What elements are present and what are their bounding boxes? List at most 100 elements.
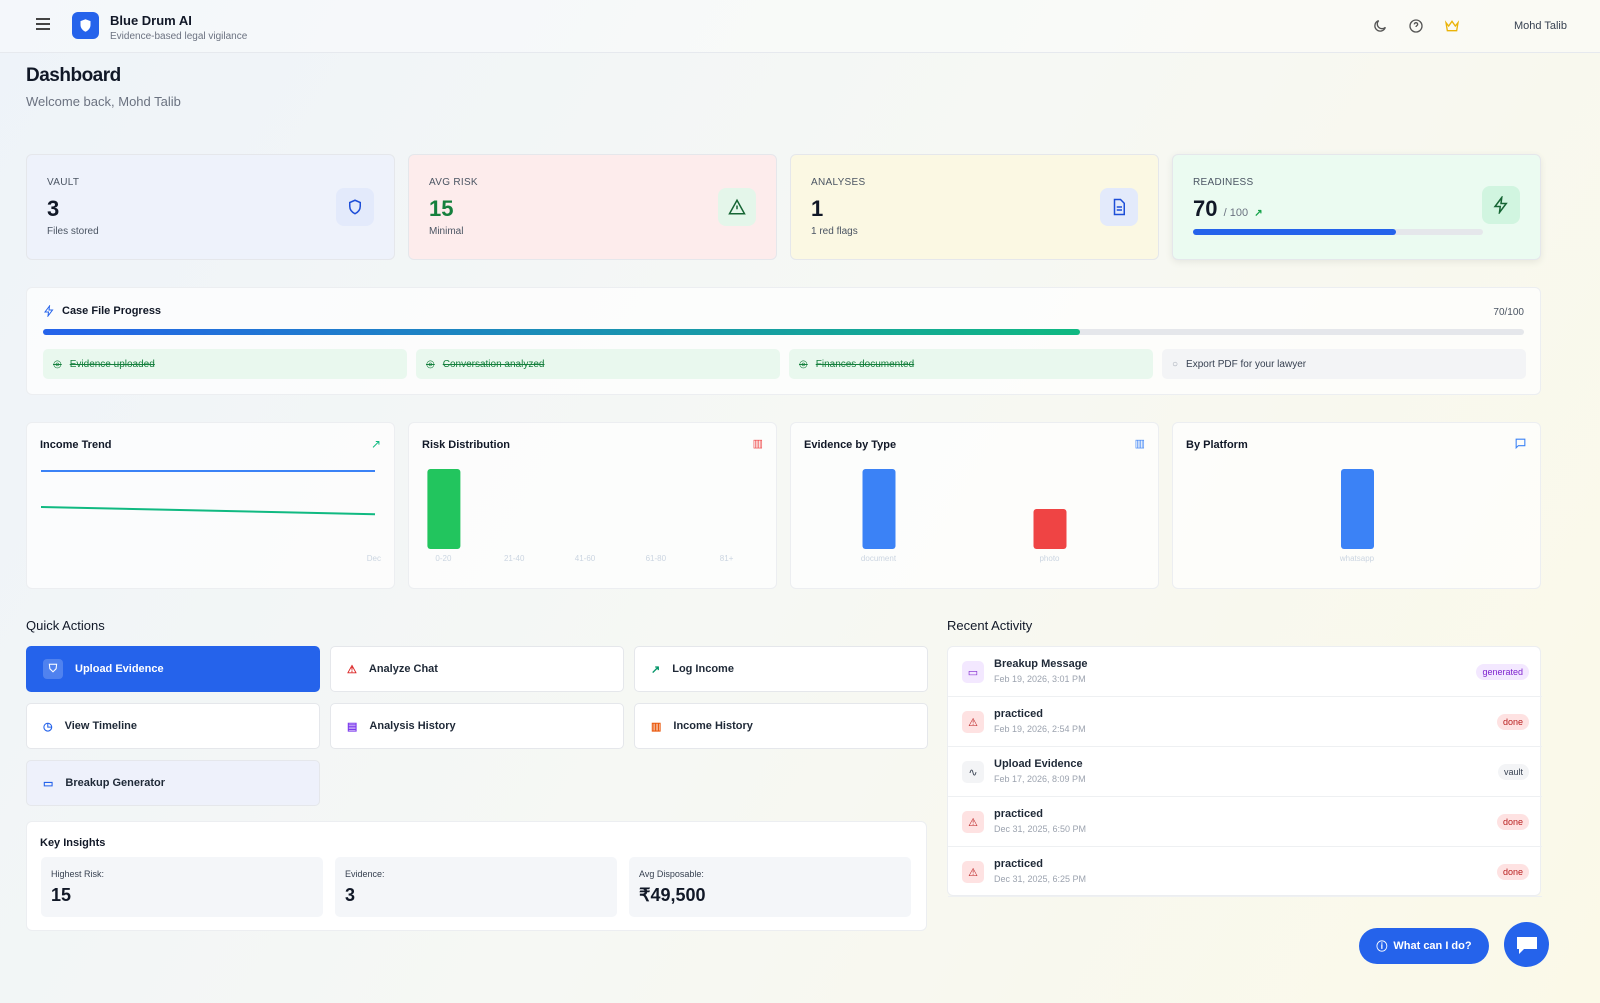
income-history-button[interactable]: ▥ Income History (634, 703, 928, 749)
message-icon (1515, 438, 1526, 450)
insight-value: 3 (345, 885, 356, 905)
warning-icon: ⚠ (962, 811, 984, 833)
step-conversation[interactable]: ◎ Conversation analyzed (416, 349, 780, 379)
stat-vault[interactable]: VAULT 3 Files stored (26, 154, 395, 260)
shield-icon: ⛉ (43, 659, 63, 679)
activity-title: practiced (994, 708, 1043, 720)
key-insights: Key Insights Highest Risk: 15 Evidence: 3 … (26, 821, 927, 931)
moon-icon[interactable] (1372, 18, 1388, 34)
document-icon: ▤ (347, 720, 358, 733)
chart-risk-distribution: Risk Distribution ▥ 0-20 21-40 41-60 61-80 8… (408, 422, 777, 589)
welcome-text: Welcome back, Mohd Talib (26, 94, 181, 109)
bar-chart-icon: ▥ (752, 438, 763, 450)
check-circle-icon: ◎ (53, 358, 62, 370)
chart-income-trend: Income Trend ↗ Dec (26, 422, 395, 589)
trend-up-icon: ↗ (1254, 208, 1263, 219)
clock-icon: ◷ (43, 720, 53, 733)
stat-sub: / 100 (1223, 207, 1249, 219)
chart-title: By Platform (1186, 439, 1248, 451)
bar-photo (1033, 509, 1067, 549)
empty-circle-icon: ○ (1172, 358, 1179, 370)
activity-list: ▭ Breakup Message Feb 19, 2026, 3:01 PM … (947, 646, 1542, 897)
insights-title: Key Insights (40, 837, 106, 849)
insight-label: Avg Disposable: (639, 869, 704, 879)
help-icon[interactable] (1408, 18, 1424, 34)
activity-item[interactable]: ∿ Upload Evidence Feb 17, 2026, 8:09 PM … (948, 747, 1542, 797)
button-label: Breakup Generator (65, 777, 166, 789)
income-line-1 (40, 506, 376, 516)
x-tick-label: 61-80 (646, 554, 667, 563)
message-icon: ▭ (962, 661, 984, 683)
button-label: Analysis History (369, 720, 456, 732)
button-label: Analyze Chat (368, 663, 438, 675)
step-label: Finances documented (815, 358, 915, 370)
x-tick-label: Dec (367, 554, 381, 563)
step-export[interactable]: ○ Export PDF for your lawyer (1162, 349, 1526, 379)
insight-evidence: Evidence: 3 (335, 857, 617, 917)
bolt-icon (1482, 186, 1520, 224)
analysis-history-button[interactable]: ▤ Analysis History (330, 703, 624, 749)
check-circle-icon: ◎ (426, 358, 435, 370)
stat-label: READINESS (1193, 177, 1254, 188)
bar-whatsapp (1341, 469, 1374, 549)
stat-analyses[interactable]: ANALYSES 1 1 red flags (790, 154, 1159, 260)
stat-value: 70 (1193, 196, 1218, 221)
crown-icon[interactable] (1444, 18, 1460, 34)
activity-title: practiced (994, 858, 1043, 870)
chart-title: Income Trend (40, 439, 112, 451)
step-label: Export PDF for your lawyer (1186, 358, 1307, 370)
chart-evidence-type: Evidence by Type ▥ document photo (790, 422, 1159, 589)
status-badge: done (1496, 714, 1529, 730)
help-icon: ⓘ (1376, 941, 1388, 953)
trend-up-icon: ↗ (651, 663, 661, 676)
app-tagline: Evidence-based legal vigilance (110, 31, 248, 42)
stat-value: 1 (811, 196, 824, 221)
breakup-generator-button[interactable]: ▭ Breakup Generator (26, 760, 320, 806)
user-name[interactable]: Mohd Talib (1514, 20, 1567, 32)
activity-item[interactable]: ⚠ practiced Dec 31, 2025, 6:25 PM done (948, 847, 1542, 897)
x-tick-label: whatsapp (1339, 554, 1375, 563)
stat-avg-risk[interactable]: AVG RISK 15 Minimal (408, 154, 777, 260)
case-file-progress: Case File Progress 70/100 ◎ Evidence uplo… (26, 287, 1541, 395)
view-timeline-button[interactable]: ◷ View Timeline (26, 703, 320, 749)
insight-value: 15 (51, 885, 72, 905)
chat-icon (1516, 936, 1537, 954)
activity-date: Dec 31, 2025, 6:50 PM (994, 824, 1087, 834)
stat-label: ANALYSES (811, 177, 866, 188)
activity-item[interactable]: ⚠ practiced Dec 31, 2025, 6:50 PM done (948, 797, 1542, 847)
quick-actions-title: Quick Actions (26, 618, 105, 633)
insight-label: Highest Risk: (51, 869, 105, 879)
page-title: Dashboard (26, 65, 121, 86)
stat-sub: Files stored (47, 226, 99, 237)
x-tick-label: 21-40 (504, 554, 525, 563)
chart-by-platform: By Platform whatsapp (1172, 422, 1541, 589)
step-evidence[interactable]: ◎ Evidence uploaded (43, 349, 407, 379)
button-label: Income History (673, 720, 753, 732)
status-badge: done (1496, 864, 1529, 880)
stat-sub: Minimal (429, 226, 464, 237)
trend-up-icon: ↗ (370, 437, 381, 451)
recent-activity-title: Recent Activity (947, 618, 1033, 633)
x-tick-label: document (861, 554, 897, 563)
insight-value: ₹49,500 (639, 885, 706, 905)
activity-item[interactable]: ⚠ practiced Feb 19, 2026, 2:54 PM done (948, 697, 1542, 747)
what-can-i-do-button[interactable]: ⓘ What can I do? (1359, 928, 1489, 964)
stat-label: AVG RISK (429, 177, 478, 188)
stat-readiness[interactable]: READINESS 70 / 100 ↗ (1172, 154, 1541, 260)
app-title: Blue Drum AI (110, 13, 192, 28)
log-income-button[interactable]: ↗ Log Income (634, 646, 928, 692)
x-tick-label: 41-60 (575, 554, 596, 563)
chat-button[interactable] (1504, 922, 1549, 967)
upload-evidence-button[interactable]: ⛉ Upload Evidence (26, 646, 320, 692)
message-icon: ▭ (43, 777, 54, 790)
step-finances[interactable]: ◎ Finances documented (789, 349, 1153, 379)
activity-title: Upload Evidence (994, 758, 1083, 770)
bar-chart-icon: ▥ (1134, 438, 1145, 450)
analyze-chat-button[interactable]: ⚠ Analyze Chat (330, 646, 624, 692)
menu-icon[interactable] (36, 18, 50, 30)
activity-date: Feb 19, 2026, 3:01 PM (994, 674, 1086, 684)
warning-icon (718, 188, 756, 226)
warning-icon: ⚠ (962, 861, 984, 883)
activity-item[interactable]: ▭ Breakup Message Feb 19, 2026, 3:01 PM … (948, 647, 1542, 697)
progress-score: 70/100 (1493, 307, 1524, 318)
